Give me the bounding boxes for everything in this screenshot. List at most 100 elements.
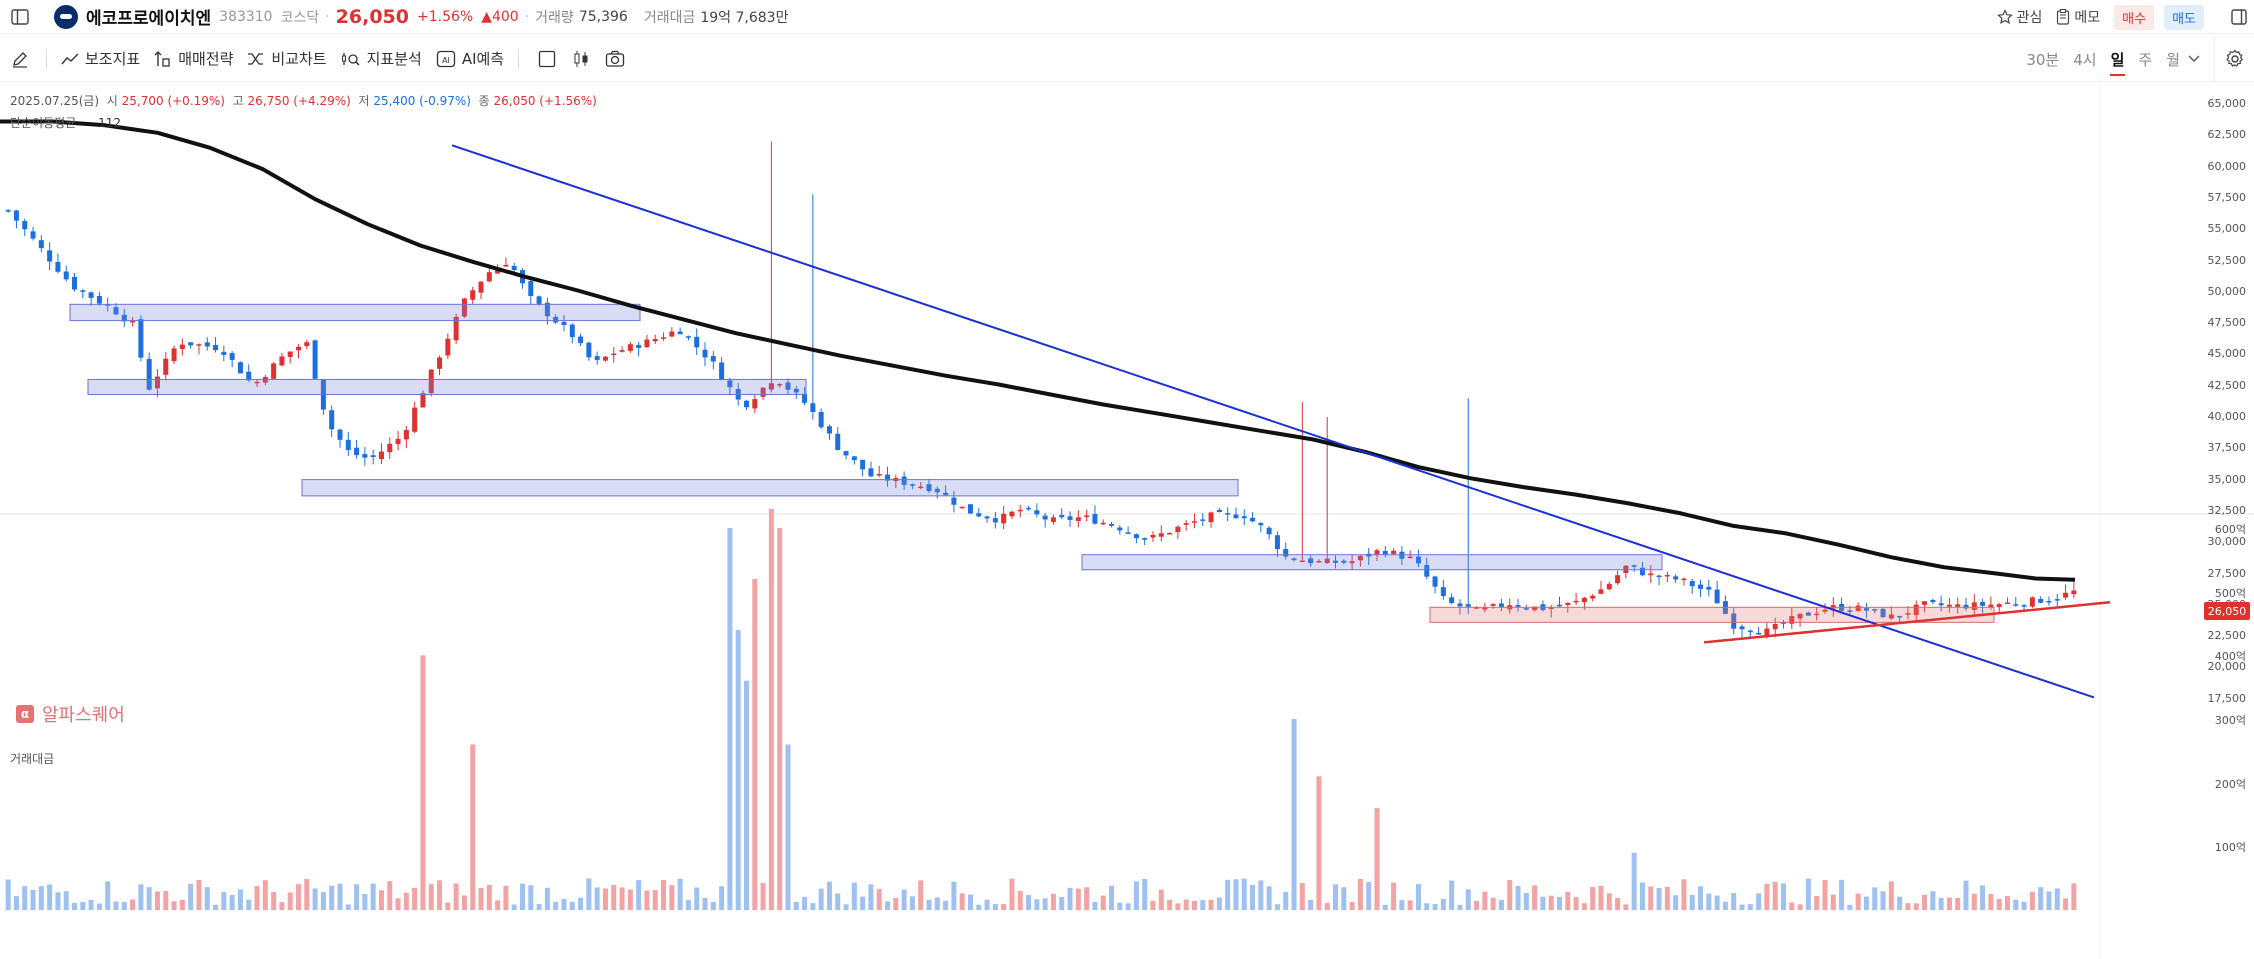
candle-body xyxy=(1291,558,1297,561)
volume-bar xyxy=(1391,882,1397,910)
candle-body xyxy=(959,506,965,509)
volume-bar xyxy=(105,881,111,910)
candle-body xyxy=(55,261,61,272)
volume-bar xyxy=(378,890,384,910)
candle-body xyxy=(1772,623,1778,630)
candle-body xyxy=(636,344,642,348)
chart-type-button[interactable] xyxy=(567,44,595,74)
candle-body xyxy=(1764,628,1770,637)
period-day[interactable]: 일 xyxy=(2109,36,2126,82)
volume-bar xyxy=(1739,904,1745,910)
buy-button[interactable]: 매수 xyxy=(2114,4,2155,30)
strategy-button[interactable]: 매매전략 xyxy=(154,44,233,74)
volume-bar xyxy=(885,901,891,910)
svg-text:AI: AI xyxy=(442,56,450,65)
volume-bar xyxy=(1598,885,1604,910)
ai-forecast-button[interactable]: AI AI예측 xyxy=(436,44,504,74)
volume-bar xyxy=(1001,903,1007,910)
candle-body xyxy=(1092,514,1098,524)
volume-bar xyxy=(669,885,675,910)
candle-body xyxy=(63,271,69,280)
chart-area[interactable]: 2025.07.25(금) 시 25,700 (+0.19%) 고 26,750… xyxy=(0,84,2254,959)
volume-bar xyxy=(1706,893,1712,910)
price-tick-label: 62,500 xyxy=(2207,128,2247,142)
volume-bar xyxy=(685,899,691,910)
support-zone xyxy=(1429,606,1995,623)
period-30min[interactable]: 30분 xyxy=(2026,50,2060,69)
candle-body xyxy=(860,459,866,470)
candle-body xyxy=(445,338,451,356)
watch-label: 관심 xyxy=(2016,10,2043,26)
price-tick-label: 55,000 xyxy=(2207,222,2247,236)
close-label: 종 xyxy=(478,94,490,108)
period-dropdown-button[interactable] xyxy=(2188,55,2200,63)
candle-body xyxy=(1274,535,1280,550)
volume-bar xyxy=(2021,901,2027,910)
chart-toolbar: 보조지표 매매전략 비교차트 지표분석 AI AI예측 30분 xyxy=(0,36,2254,82)
period-month[interactable]: 월 xyxy=(2166,50,2180,69)
volume-bar xyxy=(1133,881,1139,910)
volume-bar xyxy=(1756,893,1762,910)
candle-body xyxy=(1747,630,1753,633)
candle-body xyxy=(1424,565,1430,577)
volume-bar xyxy=(602,888,608,910)
right-panel-toggle-button[interactable] xyxy=(2224,0,2254,34)
volume-bar xyxy=(486,885,492,910)
sidebar-toggle-button[interactable] xyxy=(0,0,40,34)
candlestick-icon xyxy=(574,50,588,67)
candle-body xyxy=(163,358,169,375)
stock-name: 에코프로에이치엔 xyxy=(86,9,212,29)
volume-value: 75,396 xyxy=(578,8,628,25)
volume-bar xyxy=(296,884,302,910)
candle-body xyxy=(511,265,517,271)
candle-body xyxy=(561,321,567,325)
memo-button[interactable]: 메모 xyxy=(2056,7,2100,27)
volume-bar xyxy=(1050,893,1056,910)
resistance-zone xyxy=(301,479,1239,497)
sell-button[interactable]: 매도 xyxy=(2164,4,2204,30)
drawing-tool-button[interactable] xyxy=(6,44,34,74)
ma-legend[interactable]: 단순이동평균 112 xyxy=(10,114,121,131)
screenshot-button[interactable] xyxy=(601,44,629,74)
price-chart-canvas[interactable] xyxy=(0,84,2254,959)
candle-body xyxy=(1133,534,1139,539)
candle-body xyxy=(1938,603,1944,606)
compare-chart-button[interactable]: 비교차트 xyxy=(247,44,327,74)
volume-bar xyxy=(586,878,592,910)
candle-body xyxy=(121,314,127,322)
gear-icon xyxy=(2225,49,2243,67)
volume-bar xyxy=(1440,898,1446,910)
candle-body xyxy=(378,451,384,460)
chart-settings-button[interactable] xyxy=(2214,36,2254,82)
volume-bar xyxy=(1357,878,1363,910)
candle-body xyxy=(1930,600,1936,603)
volume-bar xyxy=(967,894,973,910)
candle-body xyxy=(1349,561,1355,564)
candle-body xyxy=(171,348,177,362)
volume-bar xyxy=(495,900,501,910)
analysis-button[interactable]: 지표분석 xyxy=(341,44,422,74)
indicator-button[interactable]: 보조지표 xyxy=(61,44,140,74)
chevron-down-icon xyxy=(2188,55,2200,62)
watch-button[interactable]: 관심 xyxy=(1996,7,2043,27)
candle-body xyxy=(1391,550,1397,555)
volume-bar xyxy=(163,891,169,910)
candle-body xyxy=(486,272,492,282)
candle-body xyxy=(1075,517,1081,521)
price-tick-label: 60,000 xyxy=(2207,159,2247,173)
volume-bar xyxy=(22,886,28,910)
candle-body xyxy=(1706,586,1712,590)
candle-body xyxy=(1739,626,1745,630)
volume-bar xyxy=(2071,883,2077,910)
period-week[interactable]: 주 xyxy=(2138,50,2153,69)
candle-body xyxy=(1971,602,1977,610)
volume-bar xyxy=(1664,886,1670,910)
period-4h[interactable]: 4시 xyxy=(2073,50,2097,69)
candle-body xyxy=(967,504,973,514)
volume-bar xyxy=(1250,884,1256,910)
layout-button[interactable] xyxy=(533,44,561,74)
volume-bar xyxy=(1797,904,1803,910)
candle-body xyxy=(868,468,874,477)
candle-body xyxy=(719,362,725,380)
